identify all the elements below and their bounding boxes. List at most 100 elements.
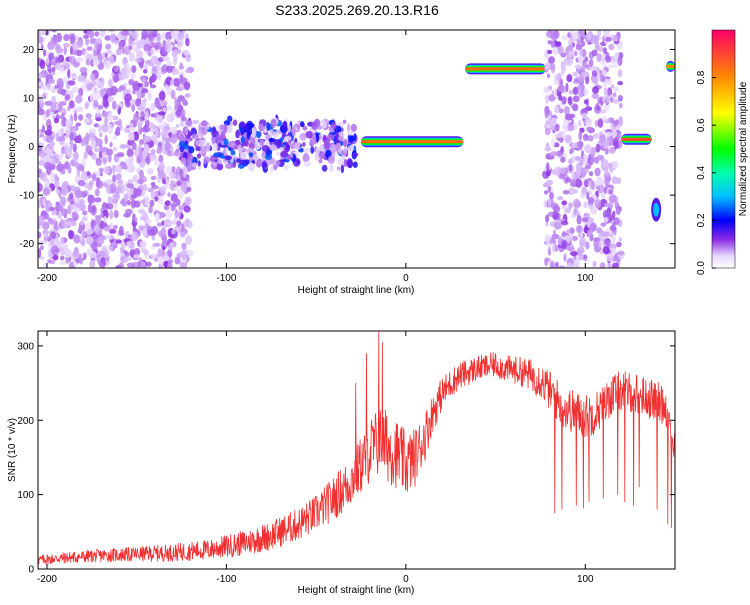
spectrogram-cell (217, 159, 222, 165)
spectrogram-cell (586, 192, 590, 200)
spectrogram-cell (95, 180, 104, 189)
spectrogram-cell (115, 104, 120, 110)
spectrogram-feature-scatter_band (177, 114, 359, 174)
spectrogram-cell (51, 66, 56, 73)
spectrogram-cell (224, 155, 232, 161)
spectrogram-cell (75, 106, 84, 113)
spectrogram-cell (212, 142, 218, 152)
spectrogram-cell (48, 52, 55, 61)
spectrogram-cell (88, 250, 97, 259)
spectrogram-cell (331, 122, 337, 129)
spectrogram-cell (326, 134, 335, 141)
spectrogram-cell (41, 85, 49, 91)
spectrogram-cell (147, 168, 154, 175)
spectrogram-cell (611, 247, 616, 257)
spectrogram-cell (560, 220, 569, 226)
spectrogram-cell (71, 86, 79, 93)
spectrogram-frame (37, 29, 676, 269)
spectrogram-cell (51, 95, 57, 104)
spectrogram-cell (79, 67, 88, 74)
spectrogram-cell (327, 155, 335, 164)
spectrogram-cell (167, 259, 174, 264)
spectrogram-cell (81, 165, 85, 173)
spectrogram-cell (546, 73, 551, 79)
spectrogram-cell (93, 224, 100, 233)
spectrogram-cell (127, 179, 134, 185)
spectrogram-cell (617, 251, 625, 256)
spectrogram-feature-noise (542, 30, 625, 268)
spectrogram-cell (612, 129, 617, 138)
snr-panel: -200 -100 0 100 0 100 200 300 Height of straigh… (7, 330, 676, 596)
spectrogram-cell (582, 32, 588, 39)
spectrogram-cell (608, 213, 613, 223)
spectrogram-cell (611, 262, 620, 268)
spectrogram-cell (547, 40, 553, 45)
spectrogram-cell (577, 140, 584, 148)
snr-xlabel: Height of straight line (km) (298, 585, 415, 596)
spectrogram-cell (107, 233, 115, 240)
spectrogram-cell (162, 134, 166, 141)
spectrogram-cell (111, 72, 115, 77)
spectrogram-cell (147, 30, 153, 35)
spectrogram-cell (116, 179, 124, 184)
spectrogram-cell (128, 126, 136, 132)
y-tick-label: 200 (17, 416, 34, 427)
spectrogram-cell (123, 255, 129, 264)
spectrogram-cell (83, 252, 87, 260)
spectrogram-cell (282, 120, 288, 131)
spectrogram-cell (581, 108, 588, 114)
spectrogram-cell (588, 197, 595, 204)
spectrogram-cell (139, 139, 145, 145)
spectrogram-cell (170, 79, 175, 86)
spectrogram-cell (166, 65, 173, 74)
spectrogram-cell (59, 66, 65, 73)
spectrogram-cell (606, 254, 614, 262)
spectrogram-cell (165, 178, 169, 187)
spectrogram-cell (162, 56, 170, 62)
spectrogram-cell (311, 121, 318, 131)
spectrogram-cell (605, 94, 610, 104)
spectrogram-blob-core (653, 202, 660, 217)
spectrogram-cell (42, 187, 50, 196)
spectrogram-cell (124, 230, 129, 240)
y-tick-label: 20 (23, 45, 35, 56)
spectrogram-cell (44, 180, 50, 190)
spectrogram-cell (574, 64, 582, 70)
spectrogram-cell (160, 227, 167, 236)
spectrogram-cell (552, 205, 561, 213)
spectrogram-cell (572, 95, 580, 103)
spectrogram-cell (181, 242, 187, 250)
spectrogram-cell (108, 30, 116, 33)
spectrogram-cell (75, 94, 83, 104)
spectrogram-cell (544, 234, 551, 244)
spectrogram-cell (171, 166, 176, 173)
spectrogram-cell (163, 205, 170, 211)
spectrogram-cell (115, 186, 122, 194)
spectrogram-cell (126, 183, 134, 189)
spectrogram-cell (575, 163, 583, 170)
spectrogram-cell (609, 225, 617, 232)
spectrogram-cell (157, 71, 162, 81)
spectrogram-cell (560, 146, 564, 153)
spectrogram-cell (105, 43, 112, 50)
spectrogram-cell (591, 92, 599, 100)
spectrogram-cell (38, 182, 43, 192)
spectrogram-cell (90, 140, 97, 147)
spectrogram-cell (112, 115, 119, 121)
spectrogram-cell (87, 194, 96, 204)
spectrogram-cell (114, 164, 122, 173)
spectrogram-cell (182, 168, 187, 179)
spectrogram-cell (571, 71, 578, 76)
spectrogram-cell (70, 45, 74, 56)
spectrogram-cell (547, 185, 552, 194)
spectrogram-cell (184, 81, 191, 91)
spectrogram-cell (180, 223, 185, 232)
spectrogram-cell (181, 116, 188, 122)
spectrogram-cell (75, 122, 82, 127)
spectrogram-cell (51, 245, 59, 256)
spectrogram-cell (98, 250, 106, 258)
spectrogram-cell (109, 33, 117, 43)
spectrogram-cell (83, 34, 89, 39)
spectrogram-cell (38, 36, 44, 45)
